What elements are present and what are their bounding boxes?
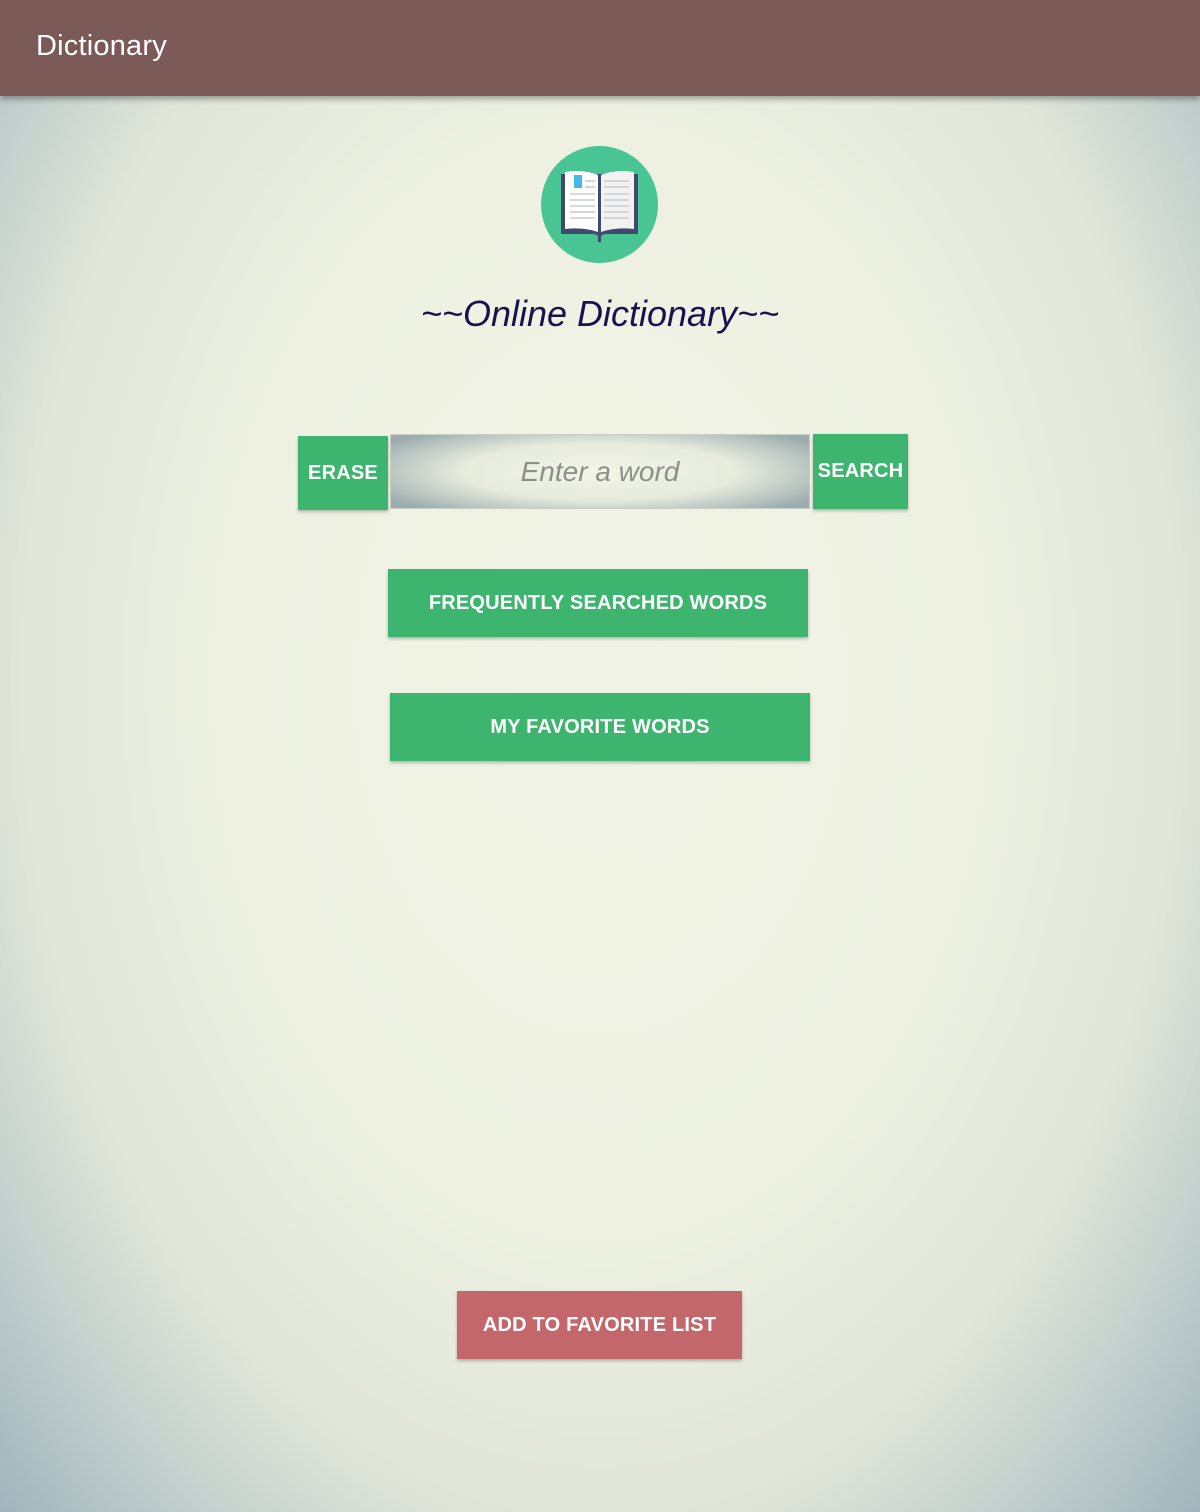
open-book-icon — [541, 146, 658, 263]
add-to-favorite-list-button[interactable]: ADD TO FAVORITE LIST — [457, 1291, 742, 1359]
my-favorite-words-button[interactable]: MY FAVORITE WORDS — [390, 693, 810, 761]
erase-button[interactable]: ERASE — [298, 436, 388, 510]
page-headline: ~~Online Dictionary~~ — [420, 293, 780, 334]
app-title: Dictionary — [36, 30, 167, 62]
search-button[interactable]: SEARCH — [813, 434, 908, 509]
word-input[interactable] — [390, 434, 810, 509]
frequently-searched-words-button[interactable]: FREQUENTLY SEARCHED WORDS — [388, 569, 808, 637]
app-bar: Dictionary — [0, 0, 1200, 96]
